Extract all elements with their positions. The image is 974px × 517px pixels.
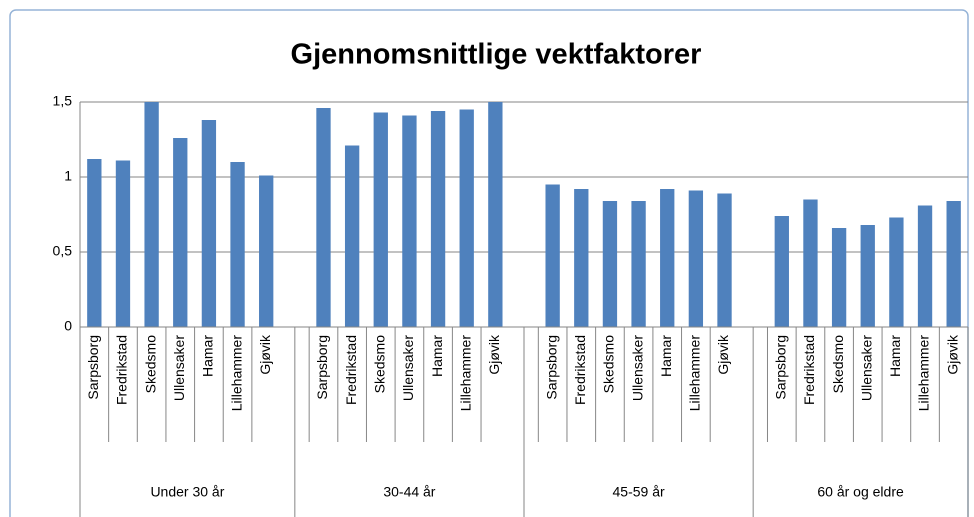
bar [860,225,875,327]
bar [144,102,159,327]
bar [631,201,646,327]
bar [402,115,417,327]
chart-title: Gjennomsnittlige vektfaktorer [291,39,702,71]
bar [488,102,503,327]
bar [459,109,474,327]
group-label: 30-44 år [383,484,435,500]
x-tick-label: Skedsmo [371,335,387,394]
bar [660,189,675,327]
x-tick-label: Lillehammer [457,335,473,412]
x-tick-label: Fredrikstad [572,335,588,405]
bar [230,162,245,327]
x-tick-label: Gjøvik [257,334,273,375]
x-tick-label: Ullensaker [629,335,645,401]
bar [344,145,360,327]
bar [574,189,589,327]
y-tick-label: 1 [64,168,72,184]
x-tick-label: Ullensaker [400,335,416,401]
bar [373,112,388,327]
x-tick-label: Sarpsborg [85,335,101,400]
x-tick-label: Skedsmo [142,335,158,394]
x-tick-label: Ullensaker [171,335,187,401]
x-tick-label: Sarpsborg [543,335,559,400]
y-tick-label: 0 [64,318,72,334]
x-tick-label: Gjøvik [944,334,960,375]
x-tick-label: Hamar [658,335,674,377]
bar [889,217,904,327]
bar [602,201,618,327]
bar [774,216,789,327]
group-label: Under 30 år [150,484,224,500]
bar [173,138,188,327]
bar [717,193,732,327]
bar [688,190,704,327]
x-tick-label: Hamar [429,335,445,377]
bar [201,120,217,327]
x-tick-label: Lillehammer [687,335,703,412]
group-label: 45-59 år [613,484,665,500]
bar [917,205,933,327]
x-tick-label: Hamar [200,335,216,377]
bar [430,111,446,327]
x-tick-label: Skedsmo [601,335,617,394]
bar [831,228,847,327]
x-tick-label: Ullensaker [858,335,874,401]
bar [87,159,102,327]
x-tick-label: Fredrikstad [801,335,817,405]
bar [803,199,818,327]
x-tick-label: Fredrikstad [343,335,359,405]
x-tick-label: Lillehammer [916,335,932,412]
x-tick-label: Fredrikstad [114,335,130,405]
x-tick-label: Lillehammer [228,335,244,412]
x-tick-label: Skedsmo [830,335,846,394]
x-tick-label: Gjøvik [486,334,502,375]
y-tick-label: 1,5 [53,93,73,109]
bar [545,184,560,327]
y-tick-label: 0,5 [53,243,73,259]
x-tick-label: Sarpsborg [773,335,789,400]
bar [316,108,331,327]
x-tick-label: Gjøvik [715,334,731,375]
bar [115,160,131,327]
x-tick-label: Sarpsborg [314,335,330,400]
x-tick-label: Hamar [887,335,903,377]
bar [259,175,274,327]
group-label: 60 år og eldre [817,484,904,500]
bar [946,201,961,327]
